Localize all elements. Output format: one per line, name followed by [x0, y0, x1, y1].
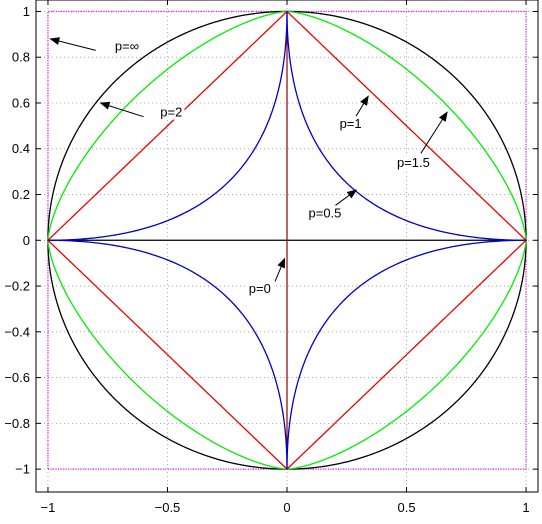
series-curves	[47, 10, 527, 471]
y-tick-label-7: −0.4	[4, 324, 30, 339]
annotation-label-bg-5	[246, 280, 273, 296]
annotation-label-bg-1	[158, 104, 185, 120]
annotation-arrow-1	[99, 101, 144, 118]
x-tick-label-2: 0	[283, 500, 290, 515]
x-tick-label-3: 0.5	[397, 500, 415, 515]
series-curve-p-0_5	[47, 11, 527, 470]
zero-axis-lines	[47, 11, 527, 470]
annotation-label-4: p=0.5	[309, 205, 342, 220]
axis-ticks: −1 −0.5 0 0.5 1 1 0.8 0.6 0.4 0.2 0 −0.2 −0.4 −0.6 −0.…	[4, 0, 538, 515]
y-tick-label-5: 0	[23, 233, 30, 248]
annotation-label-0: p=∞	[115, 38, 139, 53]
annotation-label-2: p=1	[340, 116, 362, 131]
annotation-label-5: p=0	[249, 281, 271, 296]
y-tick-label-0: 1	[23, 4, 30, 19]
annotations: p=∞ p=2 p=1 p=1.5 p=0.5 p=0	[49, 37, 448, 296]
annotation-arrow-5	[274, 257, 286, 282]
x-tick-label-4: 1	[522, 500, 529, 515]
annotation-label-1: p=2	[160, 105, 182, 120]
y-tick-label-8: −0.6	[4, 370, 30, 385]
annotation-arrow-0	[49, 37, 96, 51]
annotation-arrow-3	[420, 111, 448, 154]
y-tick-label-6: −0.2	[4, 279, 30, 294]
annotation-label-bg-2	[337, 116, 364, 132]
annotation-label-bg-0	[112, 38, 141, 54]
y-tick-label-3: 0.4	[12, 141, 30, 156]
annotation-label-bg-3	[394, 155, 432, 171]
y-tick-label-2: 0.6	[12, 95, 30, 110]
y-tick-label-1: 0.8	[12, 50, 30, 65]
x-tick-label-1: −0.5	[155, 500, 181, 515]
annotation-label-bg-4	[306, 205, 344, 221]
annotation-arrow-4	[334, 189, 358, 207]
y-tick-label-10: −1	[15, 462, 30, 477]
series-curve-p-inf	[47, 10, 527, 470]
x-tick-label-0: −1	[41, 500, 56, 515]
annotation-label-3: p=1.5	[397, 155, 430, 170]
y-tick-label-9: −0.8	[4, 416, 30, 431]
y-tick-label-4: 0.2	[12, 187, 30, 202]
